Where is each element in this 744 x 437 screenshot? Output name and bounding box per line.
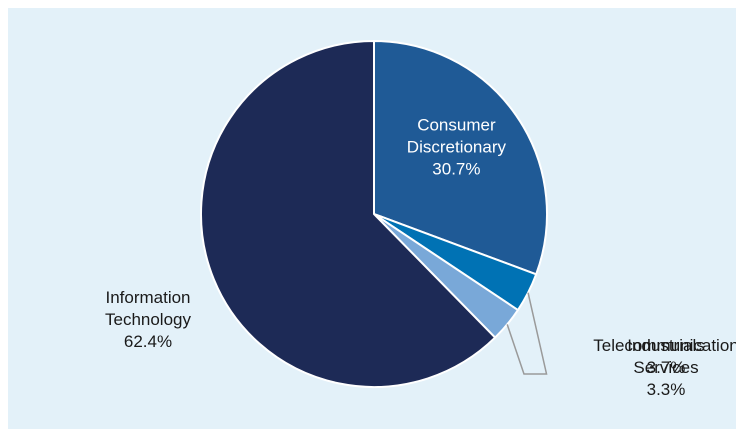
pie-slice-information-technology bbox=[200, 40, 497, 388]
slice-label-telecommunication-services: Telecommunication Services 3.3% bbox=[593, 336, 736, 399]
slice-label-industrials: Industrials 3.7% bbox=[627, 336, 704, 377]
pie-slice-consumer-discretionary bbox=[373, 40, 548, 276]
pie-slices bbox=[200, 40, 548, 388]
pie-chart: Consumer Discretionary 30.7% Industrials 3.7… bbox=[105, 40, 736, 399]
slice-label-consumer-discretionary: Consumer Discretionary 30.7% bbox=[407, 116, 507, 179]
slice-labels: Consumer Discretionary 30.7% Industrials 3.7… bbox=[105, 116, 736, 399]
leader-line-industrials bbox=[527, 292, 548, 375]
leader-line-telecommunication-services bbox=[506, 324, 544, 375]
slice-label-information-technology: Information Technology 62.4% bbox=[105, 288, 192, 351]
leader-lines bbox=[506, 292, 548, 375]
chart-panel: Consumer Discretionary 30.7% Industrials 3.7… bbox=[8, 8, 736, 429]
